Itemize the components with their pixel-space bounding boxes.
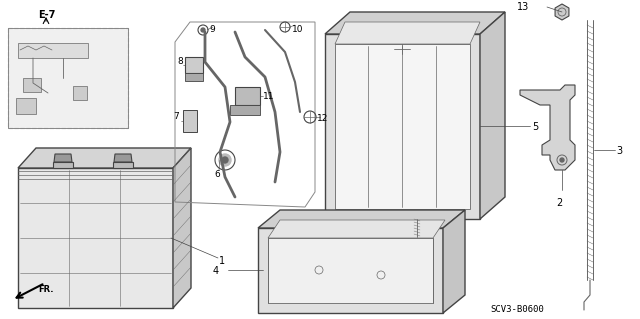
Text: SCV3-B0600: SCV3-B0600 bbox=[490, 305, 544, 314]
Bar bbox=[73, 86, 87, 100]
Circle shape bbox=[201, 28, 205, 32]
Text: 2: 2 bbox=[556, 198, 563, 208]
Bar bbox=[235, 87, 260, 105]
Text: 12: 12 bbox=[317, 114, 328, 123]
Polygon shape bbox=[555, 4, 569, 20]
Text: 4: 4 bbox=[213, 266, 219, 276]
Bar bbox=[230, 105, 260, 115]
Text: 8: 8 bbox=[177, 57, 183, 66]
Polygon shape bbox=[18, 168, 173, 308]
Text: FR.: FR. bbox=[38, 285, 54, 294]
Polygon shape bbox=[443, 210, 465, 313]
Polygon shape bbox=[325, 34, 480, 219]
Text: 10: 10 bbox=[292, 25, 303, 34]
Bar bbox=[185, 57, 203, 73]
Circle shape bbox=[222, 157, 228, 163]
Bar bbox=[8, 28, 128, 128]
Polygon shape bbox=[173, 148, 191, 308]
Circle shape bbox=[219, 154, 231, 166]
Bar bbox=[16, 98, 36, 114]
Polygon shape bbox=[18, 43, 88, 58]
Polygon shape bbox=[258, 210, 465, 228]
Polygon shape bbox=[335, 22, 480, 44]
Bar bbox=[268, 238, 433, 303]
Text: 11: 11 bbox=[263, 92, 275, 101]
Text: 6: 6 bbox=[214, 170, 220, 179]
Text: 13: 13 bbox=[517, 2, 529, 12]
Polygon shape bbox=[268, 220, 445, 238]
Polygon shape bbox=[114, 154, 132, 162]
Circle shape bbox=[560, 158, 564, 162]
Polygon shape bbox=[18, 148, 191, 168]
Text: 9: 9 bbox=[209, 25, 215, 34]
Bar bbox=[335, 44, 470, 209]
Polygon shape bbox=[520, 85, 575, 170]
Text: E-7: E-7 bbox=[38, 10, 56, 20]
Polygon shape bbox=[113, 162, 133, 168]
Polygon shape bbox=[325, 12, 505, 34]
Polygon shape bbox=[258, 228, 443, 313]
Text: 5: 5 bbox=[532, 122, 538, 132]
Bar bbox=[23, 78, 41, 92]
Text: 1: 1 bbox=[219, 256, 225, 266]
Bar bbox=[185, 73, 203, 81]
Text: 7: 7 bbox=[173, 112, 179, 121]
Polygon shape bbox=[480, 12, 505, 219]
Bar bbox=[183, 110, 197, 132]
Polygon shape bbox=[54, 154, 72, 162]
Bar bbox=[8, 28, 128, 128]
Text: 3: 3 bbox=[616, 146, 622, 156]
Polygon shape bbox=[53, 162, 73, 168]
